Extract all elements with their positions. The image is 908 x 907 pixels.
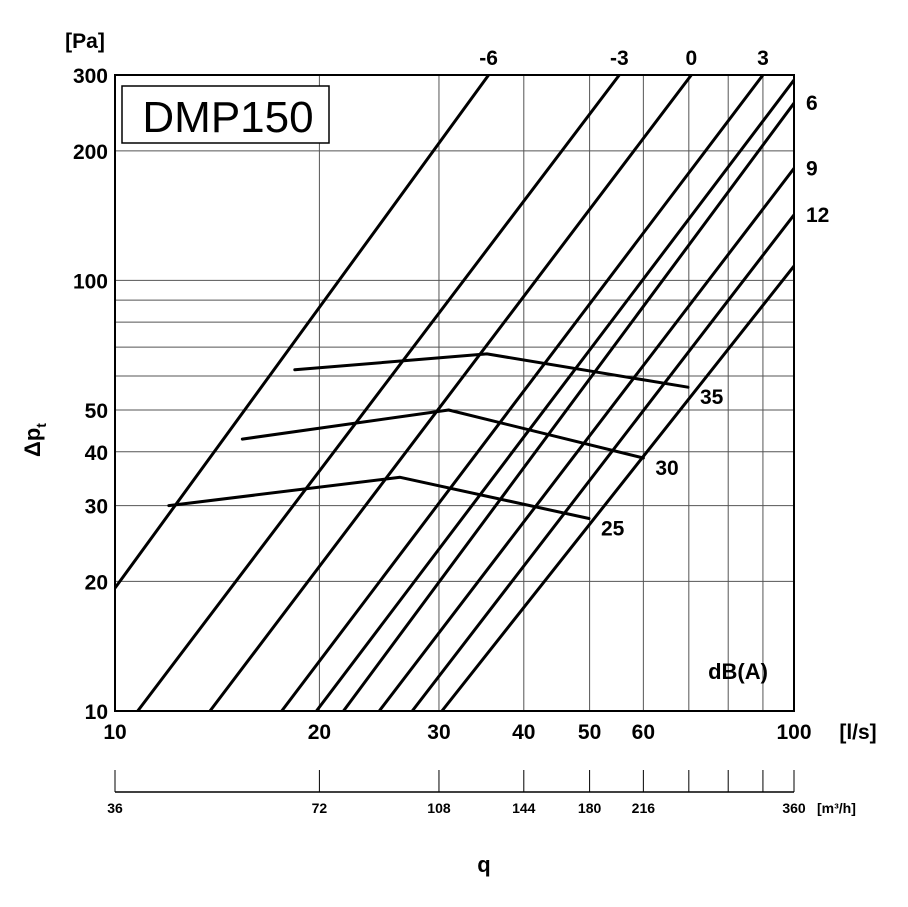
y-tick-label: 10: [85, 701, 108, 724]
x2-unit: [m³/h]: [817, 800, 856, 816]
x-tick-label: 40: [512, 721, 535, 744]
x-tick-label: 60: [632, 721, 655, 744]
secondary-tick-label: 108: [427, 800, 451, 816]
y-tick-label: 50: [85, 400, 108, 423]
x-tick-label: 50: [578, 721, 601, 744]
y-tick-label: 40: [85, 442, 108, 465]
series-labels: -6 -3 0 3 6 9 12: [479, 47, 829, 227]
series-label: 12: [806, 204, 829, 227]
y-tick-label: 300: [73, 65, 108, 88]
chart-title-box: [121, 85, 330, 144]
sound-level-lines: [167, 352, 690, 520]
curve-line: [341, 101, 794, 711]
series-label: -3: [610, 47, 629, 70]
sound-level-label: 25: [601, 517, 625, 540]
series-label: 6: [806, 92, 818, 115]
curve-line: [410, 213, 794, 711]
series-label-title: dB(A): [708, 659, 768, 684]
tick-labels: 10 20 30 40 50 60 100 10 20 30 40 50 100 200 300: [73, 65, 812, 744]
secondary-tick-label: 144: [512, 800, 536, 816]
series-label: 9: [806, 157, 818, 180]
y-tick-label: 30: [85, 496, 108, 519]
y-tick-label: 200: [73, 141, 108, 164]
y-axis-label: Δpt: [20, 423, 49, 457]
secondary-tick-label: 216: [632, 800, 656, 816]
y-axis-label-main: Δp: [20, 428, 45, 457]
series-label: 3: [757, 47, 769, 70]
sound-level-line: [167, 475, 591, 520]
secondary-tick-label: 360: [782, 800, 806, 816]
secondary-tick-label: 36: [107, 800, 123, 816]
x-unit: [l/s]: [839, 721, 876, 744]
curve-line: [377, 166, 794, 711]
sound-level-line: [240, 408, 645, 460]
curve-line: [115, 75, 491, 590]
chart-title: DMP150: [142, 93, 313, 142]
sound-level-line: [293, 352, 690, 389]
x-tick-label: 10: [103, 721, 126, 744]
y-axis-label-sub: t: [33, 423, 49, 428]
curve-line: [208, 75, 693, 711]
x-axis-label: q: [477, 852, 490, 877]
x-tick-label: 100: [776, 721, 811, 744]
x-tick-label: 20: [308, 721, 331, 744]
sound-level-label: 30: [655, 457, 678, 480]
secondary-x-axis: 36 72 108 144 180 216 360: [107, 770, 806, 816]
grid: [115, 74, 794, 711]
sound-level-label: 35: [700, 386, 724, 409]
secondary-tick-label: 180: [578, 800, 602, 816]
series-label: 0: [685, 47, 697, 70]
plot-frame: [114, 74, 795, 712]
curve-line: [440, 264, 794, 711]
y-unit: [Pa]: [65, 30, 105, 53]
series-label: -6: [479, 47, 498, 70]
sound-level-labels: 35 30 25: [601, 386, 724, 540]
secondary-tick-label: 72: [312, 800, 328, 816]
curve-lines: [115, 75, 794, 711]
curve-line: [136, 75, 621, 711]
curve-line: [280, 75, 765, 711]
curve-line: [314, 78, 794, 711]
y-tick-label: 100: [73, 270, 108, 293]
y-tick-label: 20: [85, 571, 108, 594]
x-tick-label: 30: [427, 721, 450, 744]
